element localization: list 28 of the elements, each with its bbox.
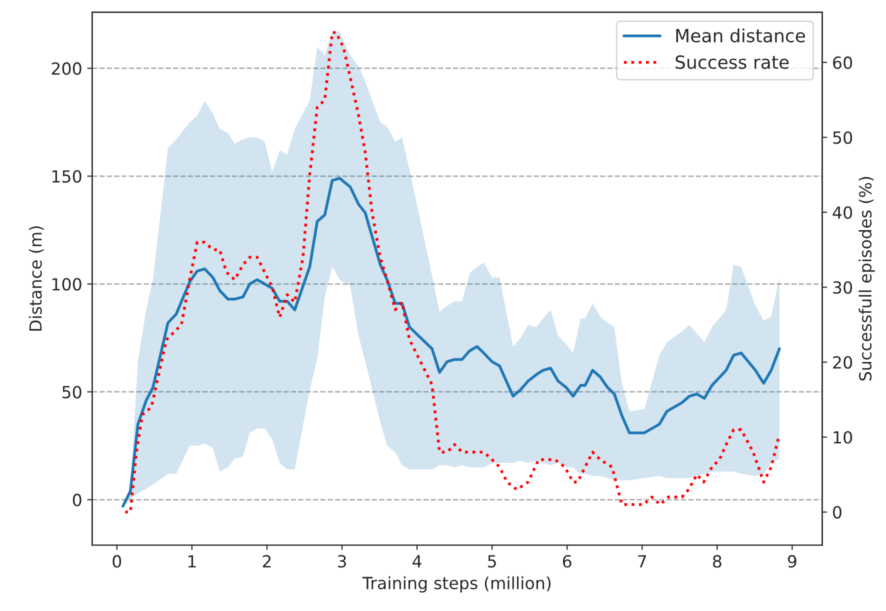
x-tick-label: 9 xyxy=(788,555,796,568)
legend-label: Mean distance xyxy=(676,28,805,42)
x-tick-label: 0 xyxy=(112,555,122,568)
x-tick-label: 4 xyxy=(412,555,422,568)
y-tick-label: 100 xyxy=(52,278,82,291)
legend-label: Success rate xyxy=(676,55,789,69)
y2-tick-label: 60 xyxy=(833,56,852,69)
x-tick-label: 2 xyxy=(262,555,271,568)
y-tick-label: 0 xyxy=(72,494,82,506)
y2-tick-label: 50 xyxy=(833,131,852,144)
line-series xyxy=(122,176,781,508)
x-tick-label: 3 xyxy=(338,555,346,568)
y2-tick-label: 30 xyxy=(833,281,852,294)
y-tick-label: 200 xyxy=(52,62,82,75)
x-tick-label: 6 xyxy=(562,555,572,568)
x-tick-label: 7 xyxy=(638,555,646,568)
y2-tick-label: 40 xyxy=(832,206,852,219)
x-tick-label: 5 xyxy=(488,555,496,568)
x-tick-label: 1 xyxy=(188,555,196,568)
y-axis-title: Distance (m) xyxy=(28,226,44,331)
y-tick-label: 150 xyxy=(52,170,82,183)
y2-tick-label: 20 xyxy=(833,356,852,369)
y2-tick-label: 10 xyxy=(834,431,852,444)
y2-axis-title: Successfull episodes (%) xyxy=(858,177,875,381)
x-tick-label: 8 xyxy=(712,555,722,568)
y2-tick-label: 0 xyxy=(833,506,842,519)
y-tick-label: 50 xyxy=(62,386,82,398)
x-axis-title: Training steps (million) xyxy=(362,576,551,593)
